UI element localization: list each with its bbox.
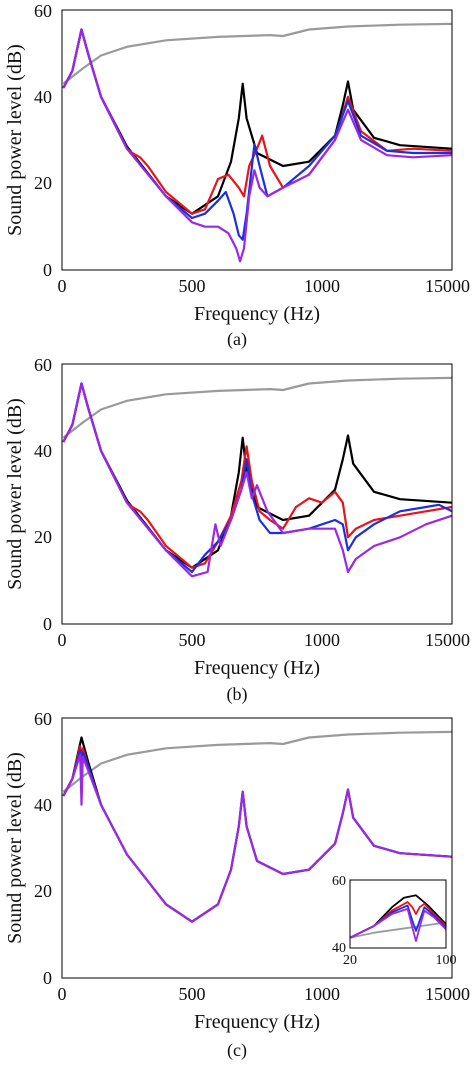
y-tick-label: 20 xyxy=(34,881,52,901)
series-line-blue xyxy=(62,382,452,574)
x-tick-label: 15000 xyxy=(425,984,470,1004)
y-ticks-a: 0 20 40 60 xyxy=(34,1,52,280)
y-tick-label: 60 xyxy=(34,355,52,375)
x-tick-label: 1000 xyxy=(304,984,340,1004)
y-tick-label: 60 xyxy=(34,709,52,729)
plot-area-c xyxy=(62,730,452,923)
series-line-purple xyxy=(62,753,452,923)
x-tick-label: 500 xyxy=(179,276,206,296)
x-ticks-a: 0 500 1000 15000 xyxy=(58,276,471,296)
panel-b: 0 20 40 60 0 500 1000 15000 Frequency (H… xyxy=(4,355,470,705)
x-ticks-c: 0 500 1000 15000 xyxy=(58,984,471,1004)
y-axis-label: Sound power level (dB) xyxy=(4,398,26,590)
x-tick-label: 1000 xyxy=(304,630,340,650)
series-line-gray xyxy=(62,376,452,439)
x-tick-label: 500 xyxy=(179,630,206,650)
axes-frame-b xyxy=(61,363,453,625)
plot-area-a xyxy=(62,22,452,263)
inset-x-tick-label: 20 xyxy=(343,953,357,968)
caption-c: (c) xyxy=(227,1040,247,1061)
inset-plot-area xyxy=(350,894,446,943)
series-line-gray xyxy=(62,730,452,793)
x-tick-label: 15000 xyxy=(425,276,470,296)
inset-frame xyxy=(349,879,447,949)
axes-frame-a xyxy=(61,9,453,271)
caption-a: (a) xyxy=(227,329,247,350)
series-line-purple xyxy=(350,908,446,943)
series-line-black xyxy=(62,28,452,215)
series-line-red xyxy=(62,28,452,215)
inset-y-tick-label: 60 xyxy=(332,874,346,889)
inset-y-tick-label: 40 xyxy=(332,941,346,956)
y-ticks-b: 0 20 40 60 xyxy=(34,355,52,634)
panel-a: 0 20 40 60 0 500 1000 15000 Frequency (H… xyxy=(4,1,470,350)
y-tick-label: 0 xyxy=(43,260,52,280)
y-tick-label: 20 xyxy=(34,527,52,547)
series-line-gray xyxy=(62,22,452,85)
inset-chart: 60 40 20 100 xyxy=(332,874,457,968)
y-axis-label: Sound power level (dB) xyxy=(4,44,26,236)
x-axis-label: Frequency (Hz) xyxy=(194,657,320,679)
y-ticks-c: 0 20 40 60 xyxy=(34,709,52,988)
inset-x-tick-label: 100 xyxy=(436,953,457,968)
series-line-purple xyxy=(62,28,452,263)
x-axis-label: Frequency (Hz) xyxy=(194,303,320,325)
y-tick-label: 40 xyxy=(34,441,52,461)
panel-c: 0 20 40 60 0 500 1000 15000 Frequency (H… xyxy=(4,709,470,1061)
y-tick-label: 0 xyxy=(43,614,52,634)
x-axis-label: Frequency (Hz) xyxy=(194,1011,320,1033)
plot-area-b xyxy=(62,376,452,578)
x-tick-label: 0 xyxy=(58,630,67,650)
series-line-purple xyxy=(62,382,452,578)
y-tick-label: 40 xyxy=(34,87,52,107)
y-tick-label: 40 xyxy=(34,795,52,815)
y-axis-label: Sound power level (dB) xyxy=(4,752,26,944)
y-tick-label: 20 xyxy=(34,173,52,193)
x-tick-label: 0 xyxy=(58,276,67,296)
x-tick-label: 0 xyxy=(58,984,67,1004)
caption-b: (b) xyxy=(227,684,248,705)
axes-frame-c xyxy=(61,717,453,979)
x-tick-label: 1000 xyxy=(304,276,340,296)
x-ticks-b: 0 500 1000 15000 xyxy=(58,630,471,650)
series-line-gray xyxy=(350,921,446,939)
y-tick-label: 0 xyxy=(43,968,52,988)
y-tick-label: 60 xyxy=(34,1,52,21)
x-tick-label: 500 xyxy=(179,984,206,1004)
x-tick-label: 15000 xyxy=(425,630,470,650)
